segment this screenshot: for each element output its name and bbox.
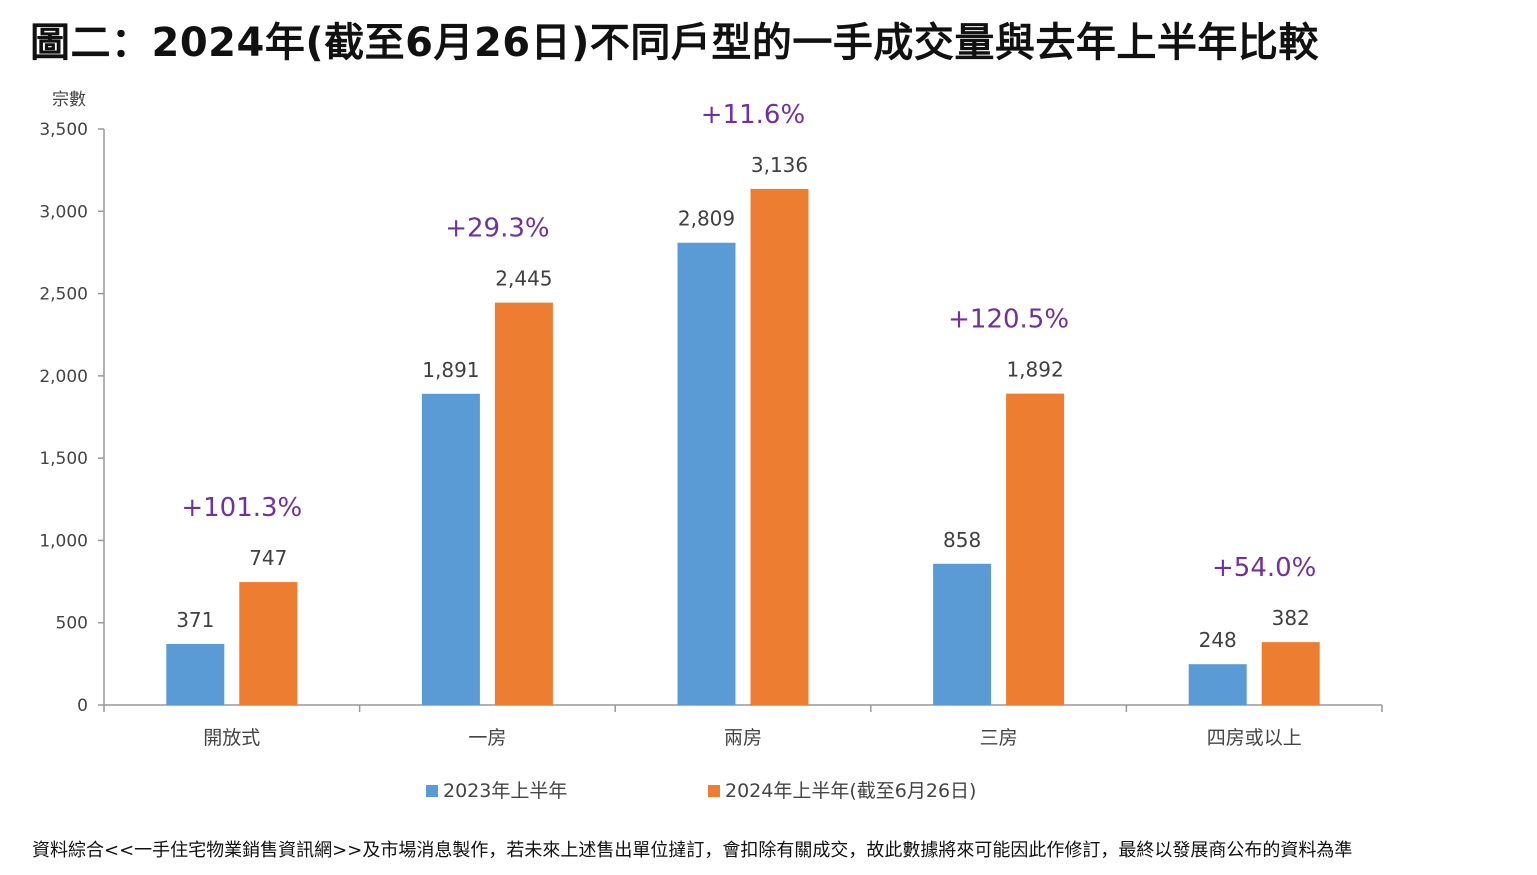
bar <box>421 393 480 705</box>
x-tick-label: 三房 <box>980 727 1018 749</box>
change-label: +54.0% <box>1212 553 1316 583</box>
change-label: +120.5% <box>948 305 1069 335</box>
bar <box>1188 664 1247 705</box>
data-label: 371 <box>176 608 214 632</box>
data-label: 858 <box>943 528 981 552</box>
change-label: +29.3% <box>445 214 549 244</box>
data-label: 747 <box>249 546 287 570</box>
x-tick-label: 開放式 <box>203 727 260 749</box>
change-label: +101.3% <box>181 493 302 523</box>
bar <box>1006 393 1065 705</box>
x-tick-label: 一房 <box>468 727 506 749</box>
x-tick-label: 四房或以上 <box>1207 727 1302 749</box>
data-label: 1,891 <box>422 358 479 382</box>
bar <box>1261 642 1320 705</box>
y-tick-label: 3,500 <box>39 120 88 140</box>
y-tick-label: 3,000 <box>39 202 88 222</box>
footnote: 資料綜合<<一手住宅物業銷售資訊網>>及市場消息製作，若未來上述售出單位撻訂，會… <box>32 840 1353 861</box>
legend-swatch <box>708 785 720 797</box>
bar <box>750 188 809 706</box>
legend-label: 2023年上半年 <box>443 780 567 802</box>
bar <box>677 242 736 705</box>
y-tick-label: 500 <box>56 614 88 634</box>
bar-chart: 宗數 0 500 1,000 1,500 2,000 2,500 3,000 3,500 開放… <box>39 90 1383 802</box>
change-label: +11.6% <box>701 100 805 130</box>
data-label: 2,445 <box>495 267 552 291</box>
x-tick-label: 兩房 <box>724 727 762 749</box>
bar <box>166 643 225 705</box>
legend-swatch <box>426 785 438 797</box>
data-label: 3,136 <box>751 153 808 177</box>
data-label: 1,892 <box>1006 358 1063 382</box>
data-label: 248 <box>1199 628 1237 652</box>
data-label: 382 <box>1272 606 1310 630</box>
y-tick-label: 0 <box>77 696 88 716</box>
y-axis-label: 宗數 <box>52 90 86 110</box>
legend: 2023年上半年 2024年上半年(截至6月26日) <box>426 780 976 802</box>
bars: 371 747 +101.3% 1,891 2,445 +29.3% 2,809 3,136 +… <box>166 100 1320 706</box>
x-axis: 開放式 一房 兩房 三房 四房或以上 <box>103 704 1383 749</box>
data-label: 2,809 <box>678 207 735 231</box>
y-tick-label: 1,500 <box>39 449 88 469</box>
bar <box>933 563 992 705</box>
y-axis: 0 500 1,000 1,500 2,000 2,500 3,000 3,500 <box>39 120 105 716</box>
chart-title: 圖二：2024年(截至6月26日)不同戶型的一手成交量與去年上半年比較 <box>30 20 1319 66</box>
y-tick-label: 2,000 <box>39 367 88 387</box>
y-tick-label: 2,500 <box>39 285 88 305</box>
bar <box>239 582 298 705</box>
legend-label: 2024年上半年(截至6月26日) <box>725 780 976 802</box>
y-tick-label: 1,000 <box>39 531 88 551</box>
bar <box>494 302 553 705</box>
